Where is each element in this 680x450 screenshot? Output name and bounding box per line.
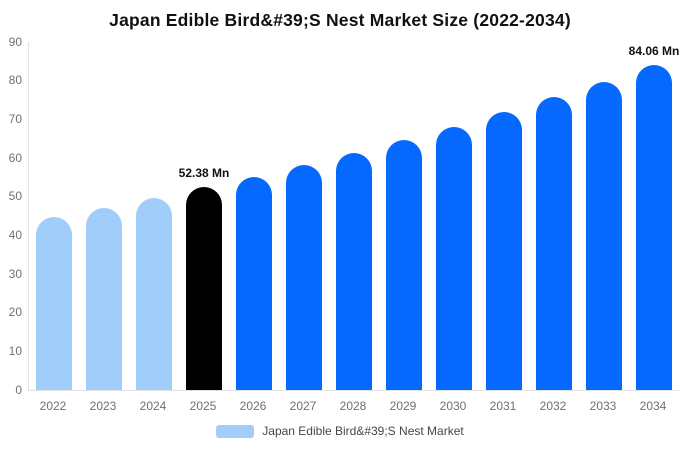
y-axis-label-60: 60: [8, 150, 22, 165]
bar-2029[interactable]: [386, 140, 422, 390]
bar-2030[interactable]: [436, 126, 472, 390]
x-axis-label-2032: 2032: [539, 399, 567, 413]
bar-2032[interactable]: [536, 97, 572, 390]
bar-2025[interactable]: [186, 187, 222, 390]
bar-2022[interactable]: [36, 217, 72, 390]
x-axis-label-2026: 2026: [239, 399, 267, 413]
x-axis-label-2029: 2029: [389, 399, 417, 413]
y-axis-label-80: 80: [8, 73, 22, 88]
x-axis-label-2023: 2023: [89, 399, 117, 413]
x-axis-label-2028: 2028: [339, 399, 367, 413]
chart-title: Japan Edible Bird&#39;S Nest Market Size…: [109, 10, 571, 30]
bar-2033[interactable]: [586, 81, 622, 390]
x-axis-label-2033: 2033: [589, 399, 617, 413]
x-axis-label-2022: 2022: [39, 399, 67, 413]
y-axis-label-10: 10: [8, 343, 22, 358]
y-axis-label-50: 50: [8, 189, 22, 204]
legend-swatch: [216, 424, 255, 438]
x-axis-label-2025: 2025: [189, 399, 217, 413]
data-label-2034: 84.06 Mn: [628, 43, 680, 58]
x-axis-label-2034: 2034: [639, 399, 667, 413]
bar-2034[interactable]: [636, 64, 672, 390]
data-label-2025: 52.38 Mn: [178, 166, 230, 181]
y-axis-label-70: 70: [8, 111, 22, 126]
y-axis-label-0: 0: [15, 382, 22, 397]
legend-item[interactable]: Japan Edible Bird&#39;S Nest Market: [0, 424, 680, 438]
bar-2031[interactable]: [486, 112, 522, 390]
bar-2023[interactable]: [86, 207, 122, 390]
x-axis-label-2031: 2031: [489, 399, 517, 413]
x-axis-label-2030: 2030: [439, 399, 467, 413]
bar-2028[interactable]: [336, 152, 372, 390]
bar-2027[interactable]: [286, 165, 322, 390]
x-axis-label-2024: 2024: [139, 399, 167, 413]
x-axis-label-2027: 2027: [289, 399, 317, 413]
bar-2024[interactable]: [136, 197, 172, 390]
bar-2026[interactable]: [236, 176, 272, 390]
y-axis-label-30: 30: [8, 266, 22, 281]
plot-area: 52.38 Mn 84.06 Mn: [28, 42, 679, 391]
legend-label: Japan Edible Bird&#39;S Nest Market: [262, 424, 464, 438]
y-axis-label-20: 20: [8, 305, 22, 320]
y-axis-label-40: 40: [8, 227, 22, 242]
y-axis-label-90: 90: [8, 34, 22, 49]
